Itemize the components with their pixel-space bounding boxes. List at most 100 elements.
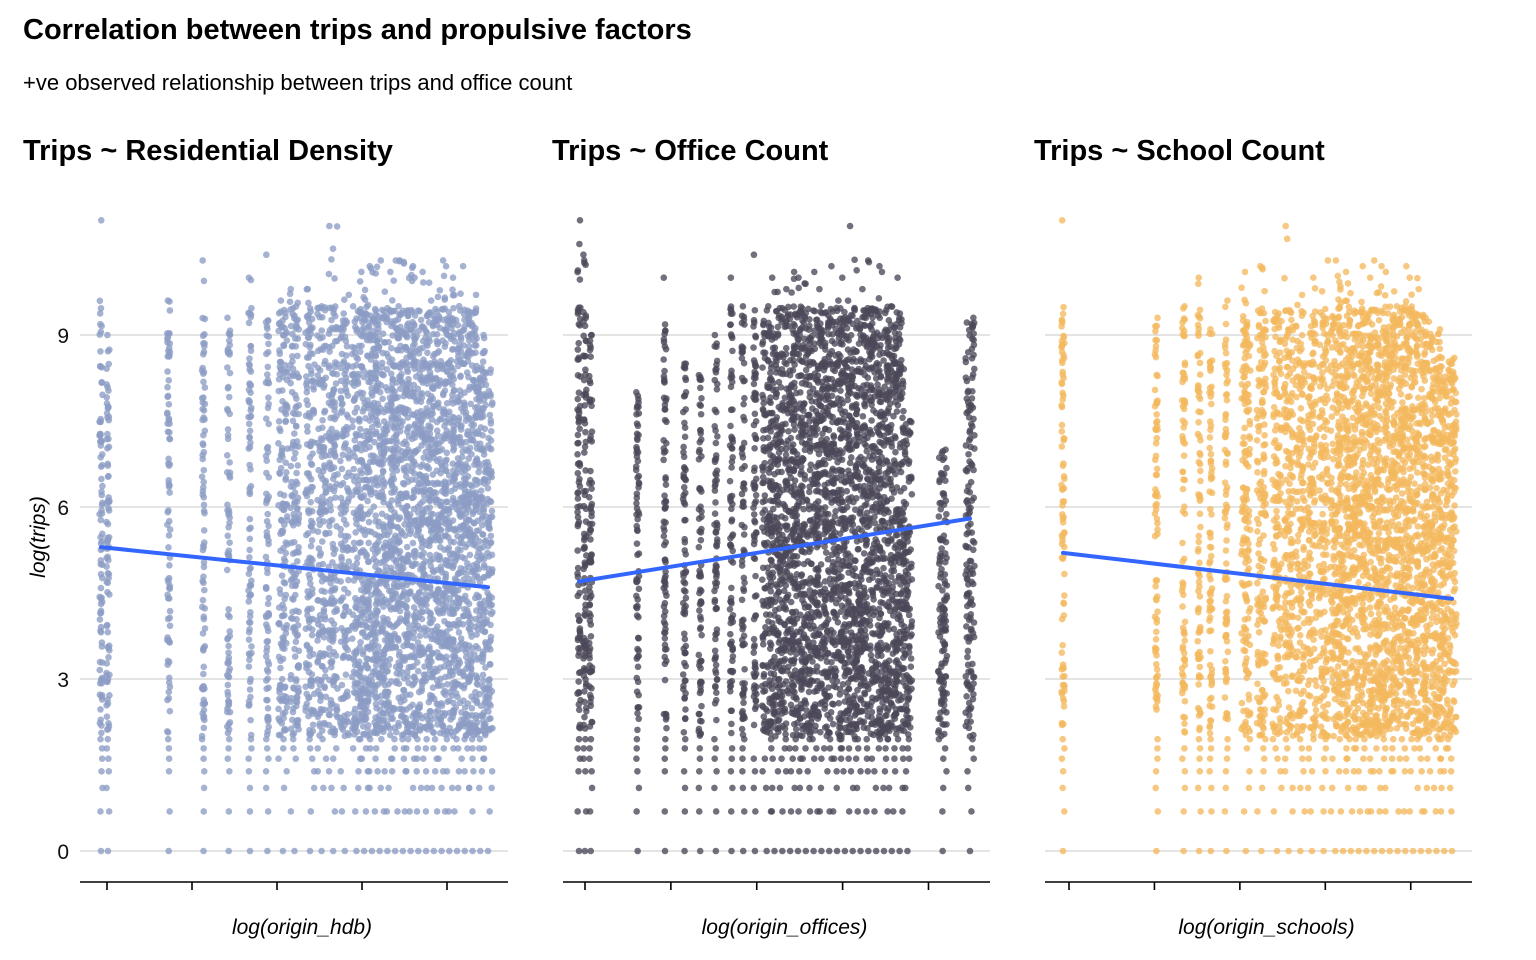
scatter-point (166, 435, 174, 443)
scatter-point (165, 330, 173, 337)
scatter-point (164, 368, 171, 375)
scatter-point (104, 678, 111, 685)
scatter-point (309, 721, 317, 729)
scatter-point (442, 593, 449, 600)
scatter-point (485, 442, 492, 449)
scatter-point (445, 506, 452, 514)
scatter-point (292, 422, 300, 430)
scatter-point (307, 580, 314, 588)
scatter-point (264, 675, 272, 682)
scatter-point (104, 331, 111, 339)
scatter-point (292, 675, 300, 683)
scatter-point (455, 414, 463, 422)
scatter-point (283, 513, 291, 520)
scatter-point (329, 847, 337, 855)
scatter-point (343, 430, 350, 438)
scatter-point (340, 784, 347, 792)
scatter-point (262, 652, 270, 660)
scatter-point (458, 645, 466, 652)
scatter-point (373, 729, 381, 737)
scatter-point (281, 709, 289, 716)
scatter-point (340, 612, 347, 619)
scatter-point (246, 427, 254, 435)
scatter-point (480, 334, 488, 342)
scatter-point (199, 257, 206, 264)
scatter-point (329, 540, 337, 548)
scatter-point (481, 476, 489, 484)
scatter-point (421, 663, 428, 670)
scatter-point (343, 342, 351, 350)
scatter-point (348, 635, 356, 642)
scatter-point (450, 334, 457, 341)
scatter-point (469, 808, 476, 815)
scatter-point (381, 768, 388, 775)
scatter-point (372, 474, 380, 482)
scatter-point (358, 470, 365, 477)
scatter-point (574, 439, 581, 447)
scatter-point (226, 632, 234, 640)
scatter-point (263, 685, 270, 693)
scatter-point (461, 352, 469, 360)
scatter-point (417, 609, 425, 616)
scatter-point (166, 683, 174, 691)
scatter-point (451, 485, 459, 492)
scatter-point (365, 378, 372, 386)
scatter-point (359, 612, 367, 619)
scatter-point (387, 710, 395, 718)
scatter-point (581, 698, 588, 706)
scatter-point (321, 357, 329, 365)
scatter-point (345, 558, 353, 565)
scatter-point (97, 348, 104, 355)
scatter-point (480, 500, 487, 507)
scatter-point (634, 663, 642, 671)
scatter-point (423, 735, 430, 743)
scatter-point (338, 350, 346, 358)
scatter-point (313, 617, 321, 624)
scatter-point (277, 464, 285, 472)
scatter-point (245, 525, 253, 533)
scatter-point (224, 688, 231, 696)
scatter-point (105, 755, 112, 762)
scatter-point (308, 631, 316, 639)
scatter-point (199, 596, 207, 604)
scatter-point (226, 539, 233, 546)
scatter-point (366, 468, 373, 476)
scatter-point (322, 477, 330, 485)
scatter-point (265, 400, 273, 408)
scatter-point (441, 343, 449, 350)
scatter-point (342, 337, 350, 345)
scatter-point (472, 502, 480, 510)
scatter-point (364, 708, 372, 716)
scatter-point (381, 480, 389, 487)
scatter-point (412, 677, 419, 684)
scatter-point (407, 353, 415, 361)
scatter-point (105, 507, 113, 514)
scatter-point (379, 395, 386, 403)
scatter-point (245, 319, 253, 327)
scatter-point (339, 451, 347, 459)
scatter-point (418, 514, 426, 522)
scatter-point (574, 395, 582, 403)
scatter-point (349, 611, 357, 619)
scatter-point (635, 613, 642, 621)
scatter-point (105, 768, 113, 775)
scatter-point (380, 371, 387, 379)
scatter-point (224, 755, 232, 762)
scatter-point (575, 459, 583, 467)
scatter-point (360, 847, 368, 855)
scatter-point (398, 566, 406, 574)
scatter-point (307, 498, 315, 506)
scatter-point (358, 494, 366, 502)
scatter-point (574, 489, 581, 497)
scatter-point (264, 600, 272, 608)
scatter-point (661, 768, 669, 775)
scatter-point (364, 497, 371, 505)
scatter-point (470, 768, 477, 775)
scatter-point (337, 481, 345, 489)
scatter-point (225, 847, 233, 855)
scatter-point (200, 808, 208, 815)
scatter-point (635, 784, 643, 792)
scatter-point (276, 456, 283, 464)
scatter-point (304, 593, 312, 601)
scatter-point (200, 663, 208, 671)
